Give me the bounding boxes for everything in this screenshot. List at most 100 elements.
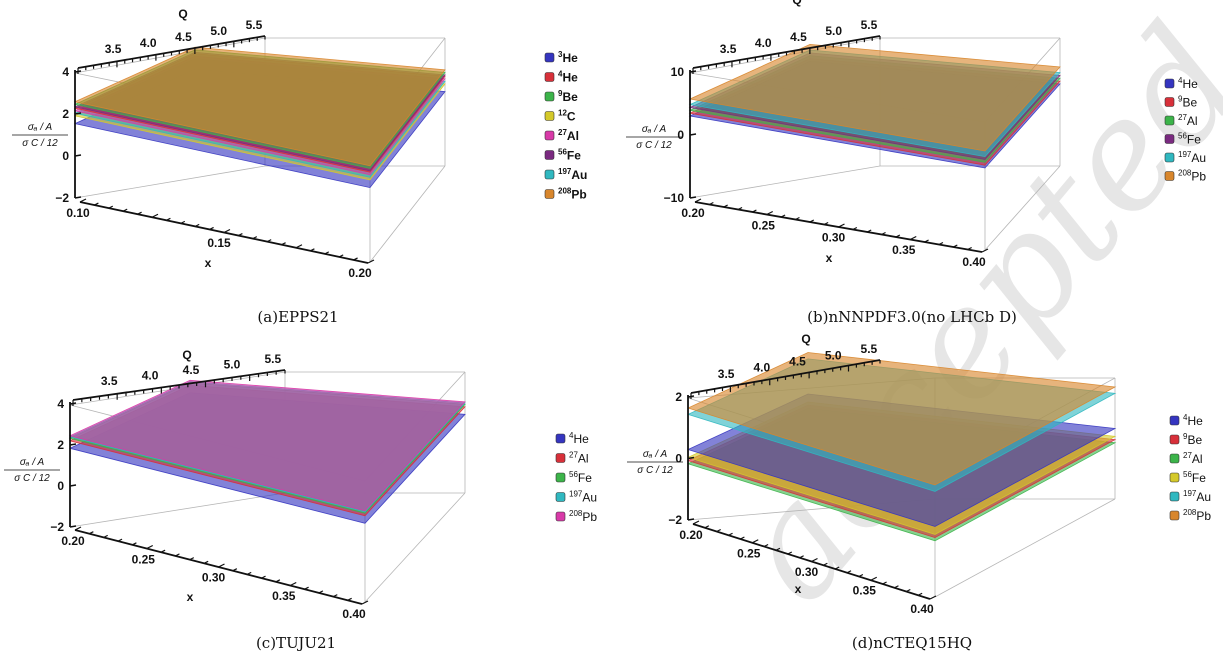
legend-item-208pb: 208Pb <box>544 187 587 202</box>
legend-label: 4He <box>558 70 578 85</box>
legend-mass-number: 208 <box>1183 508 1197 517</box>
x-tick-mark <box>692 520 700 525</box>
legend-swatch <box>544 169 555 180</box>
q-tick-label: 4.5 <box>790 30 807 44</box>
x-tick-mark <box>838 223 845 228</box>
legend-swatch <box>555 453 566 463</box>
x-tick-mark <box>716 528 721 533</box>
legend-mass-number: 12 <box>558 109 567 118</box>
x-tick-mark <box>166 217 171 221</box>
legend-item-197au: 197Au <box>1169 489 1211 504</box>
x-tick-label: 0.30 <box>795 565 819 579</box>
x-tick-mark <box>870 576 878 581</box>
z-tick-label: 4 <box>62 65 69 79</box>
x-tick-mark <box>728 532 733 536</box>
x-tick-label: 0.40 <box>342 607 366 621</box>
legend-element: Au <box>571 168 587 182</box>
legend-element: Al <box>578 452 589 466</box>
x-tick-mark <box>858 573 864 578</box>
x-tick-mark <box>775 547 781 551</box>
q-tick-label: 4.5 <box>789 355 806 369</box>
x-tick-mark <box>881 231 886 236</box>
legend-swatch <box>1169 510 1180 521</box>
x-tick-mark <box>353 257 358 261</box>
q-axis-title: Q <box>178 7 187 21</box>
legend-mass-number: 27 <box>558 128 567 137</box>
box-edge <box>689 165 881 199</box>
x-tick-mark <box>361 600 369 605</box>
x-tick-mark <box>795 216 800 221</box>
x-tick-mark <box>246 571 252 575</box>
x-tick-mark <box>132 542 137 546</box>
legend-item-4he: 4He <box>1169 413 1203 428</box>
legend-label: 208Pb <box>569 509 597 524</box>
q-tick-label: 4.5 <box>183 363 200 377</box>
legend-swatch <box>555 492 566 502</box>
x-tick-mark <box>238 233 243 237</box>
z-tick-label: −2 <box>55 191 69 205</box>
z-tick-mark <box>69 443 77 446</box>
x-tick-mark <box>146 544 154 550</box>
legend-label: 4He <box>569 431 589 446</box>
x-tick-mark <box>160 549 166 553</box>
x-tick-mark <box>103 534 108 538</box>
x-tick-mark <box>938 241 944 246</box>
legend-mass-number: 9 <box>1178 95 1183 104</box>
legend-item-56fe: 56Fe <box>555 470 592 485</box>
x-tick-mark <box>752 209 757 213</box>
x-tick-mark <box>740 536 745 540</box>
z-tick-label: 2 <box>57 438 64 452</box>
x-tick-mark <box>324 251 330 255</box>
x-tick-mark <box>766 210 774 216</box>
surface-208pb <box>688 43 1061 152</box>
x-tick-mark <box>799 555 804 559</box>
x-tick-mark <box>929 595 937 600</box>
x-tick-mark <box>866 229 872 233</box>
x-tick-mark <box>723 204 728 208</box>
x-tick-label: 0.25 <box>132 552 156 566</box>
legend-label: 56Fe <box>1183 470 1206 485</box>
legend-label: 27Al <box>558 128 579 143</box>
x-tick-label: 0.40 <box>910 602 934 616</box>
legend-mass-number: 208 <box>569 509 583 518</box>
q-axis-title: Q <box>182 348 191 362</box>
chart-panel-4: 3.5 4.0 4.5 5.0 5.5 Q 0.20 0.25 0.30 0.35 0.40 x 2 0 −… <box>627 332 1211 652</box>
x-tick-mark <box>209 226 214 230</box>
x-tick-mark <box>967 246 972 251</box>
legend-swatch <box>555 433 566 444</box>
x-tick-mark <box>917 592 923 596</box>
x-tick-mark <box>809 219 815 223</box>
z-title-denominator: σ C / 12 <box>637 465 673 476</box>
z-title-numerator: σₐ / A <box>643 449 668 460</box>
x-tick-mark <box>823 562 828 566</box>
legend-mass-number: 197 <box>569 490 583 499</box>
q-tick-label: 4.0 <box>140 36 157 50</box>
legend-swatch <box>1169 415 1180 426</box>
legend-swatch <box>1169 434 1180 445</box>
legend-mass-number: 56 <box>1178 132 1187 141</box>
x-tick-label: 0.15 <box>207 236 231 250</box>
legend-swatch <box>544 189 555 199</box>
x-tick-label: 0.10 <box>66 206 90 220</box>
x-tick-mark <box>137 211 142 215</box>
z-tick-label: 10 <box>671 65 685 79</box>
z-axis-title: σₐ / A σ C / 12 <box>4 457 60 484</box>
legend-mass-number: 27 <box>569 451 578 460</box>
q-tick-label: 5.5 <box>861 342 878 356</box>
legend-mass-number: 197 <box>1183 489 1197 498</box>
q-axis-title: Q <box>801 332 810 346</box>
legend-item-4he: 4He <box>1164 76 1198 91</box>
panel-caption: (a)EPPS21 <box>257 308 338 326</box>
legend-mass-number: 4 <box>1183 413 1188 422</box>
legend-mass-number: 27 <box>1178 113 1187 122</box>
x-tick-mark <box>295 244 303 249</box>
x-tick-mark <box>175 553 180 557</box>
z-tick-mark <box>689 133 697 136</box>
x-tick-mark <box>823 221 829 226</box>
x-tick-mark <box>338 254 344 258</box>
legend-element: Be <box>1182 96 1197 110</box>
legend-element: Fe <box>1187 133 1201 147</box>
legend-element: Al <box>567 129 579 143</box>
x-tick-mark <box>289 581 297 587</box>
legend-label: 3He <box>558 50 578 65</box>
